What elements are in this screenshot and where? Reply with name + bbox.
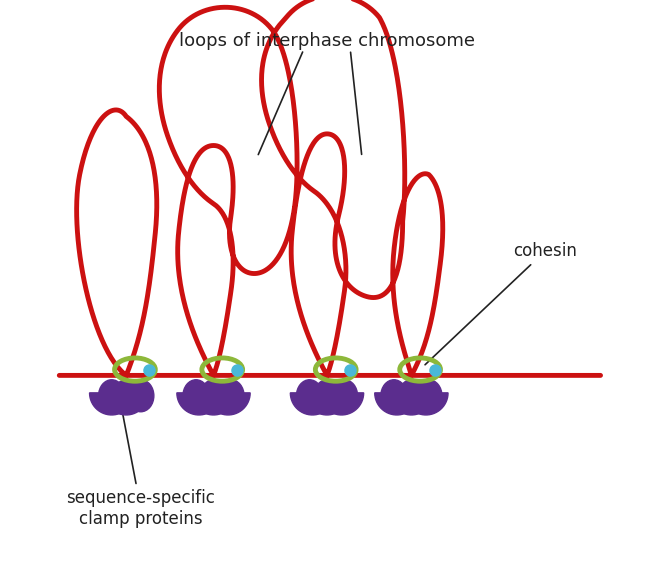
Ellipse shape bbox=[381, 380, 407, 412]
Ellipse shape bbox=[416, 380, 442, 412]
Polygon shape bbox=[192, 393, 235, 415]
Ellipse shape bbox=[128, 380, 154, 412]
Ellipse shape bbox=[183, 380, 209, 412]
Polygon shape bbox=[177, 393, 221, 415]
Ellipse shape bbox=[99, 380, 125, 412]
Text: loops of interphase chromosome: loops of interphase chromosome bbox=[179, 32, 475, 49]
Polygon shape bbox=[375, 393, 419, 415]
Ellipse shape bbox=[218, 380, 244, 412]
Ellipse shape bbox=[314, 380, 340, 412]
Polygon shape bbox=[290, 393, 335, 415]
Polygon shape bbox=[319, 393, 364, 415]
Ellipse shape bbox=[332, 380, 358, 412]
Polygon shape bbox=[206, 393, 250, 415]
Polygon shape bbox=[305, 393, 349, 415]
Polygon shape bbox=[404, 393, 448, 415]
Text: cohesin: cohesin bbox=[425, 242, 577, 365]
Text: sequence-specific
clamp proteins: sequence-specific clamp proteins bbox=[66, 404, 215, 528]
Ellipse shape bbox=[200, 380, 226, 412]
Polygon shape bbox=[389, 393, 434, 415]
Polygon shape bbox=[90, 393, 134, 415]
Polygon shape bbox=[104, 393, 148, 415]
Ellipse shape bbox=[296, 380, 322, 412]
Ellipse shape bbox=[113, 380, 139, 412]
Ellipse shape bbox=[398, 380, 424, 412]
